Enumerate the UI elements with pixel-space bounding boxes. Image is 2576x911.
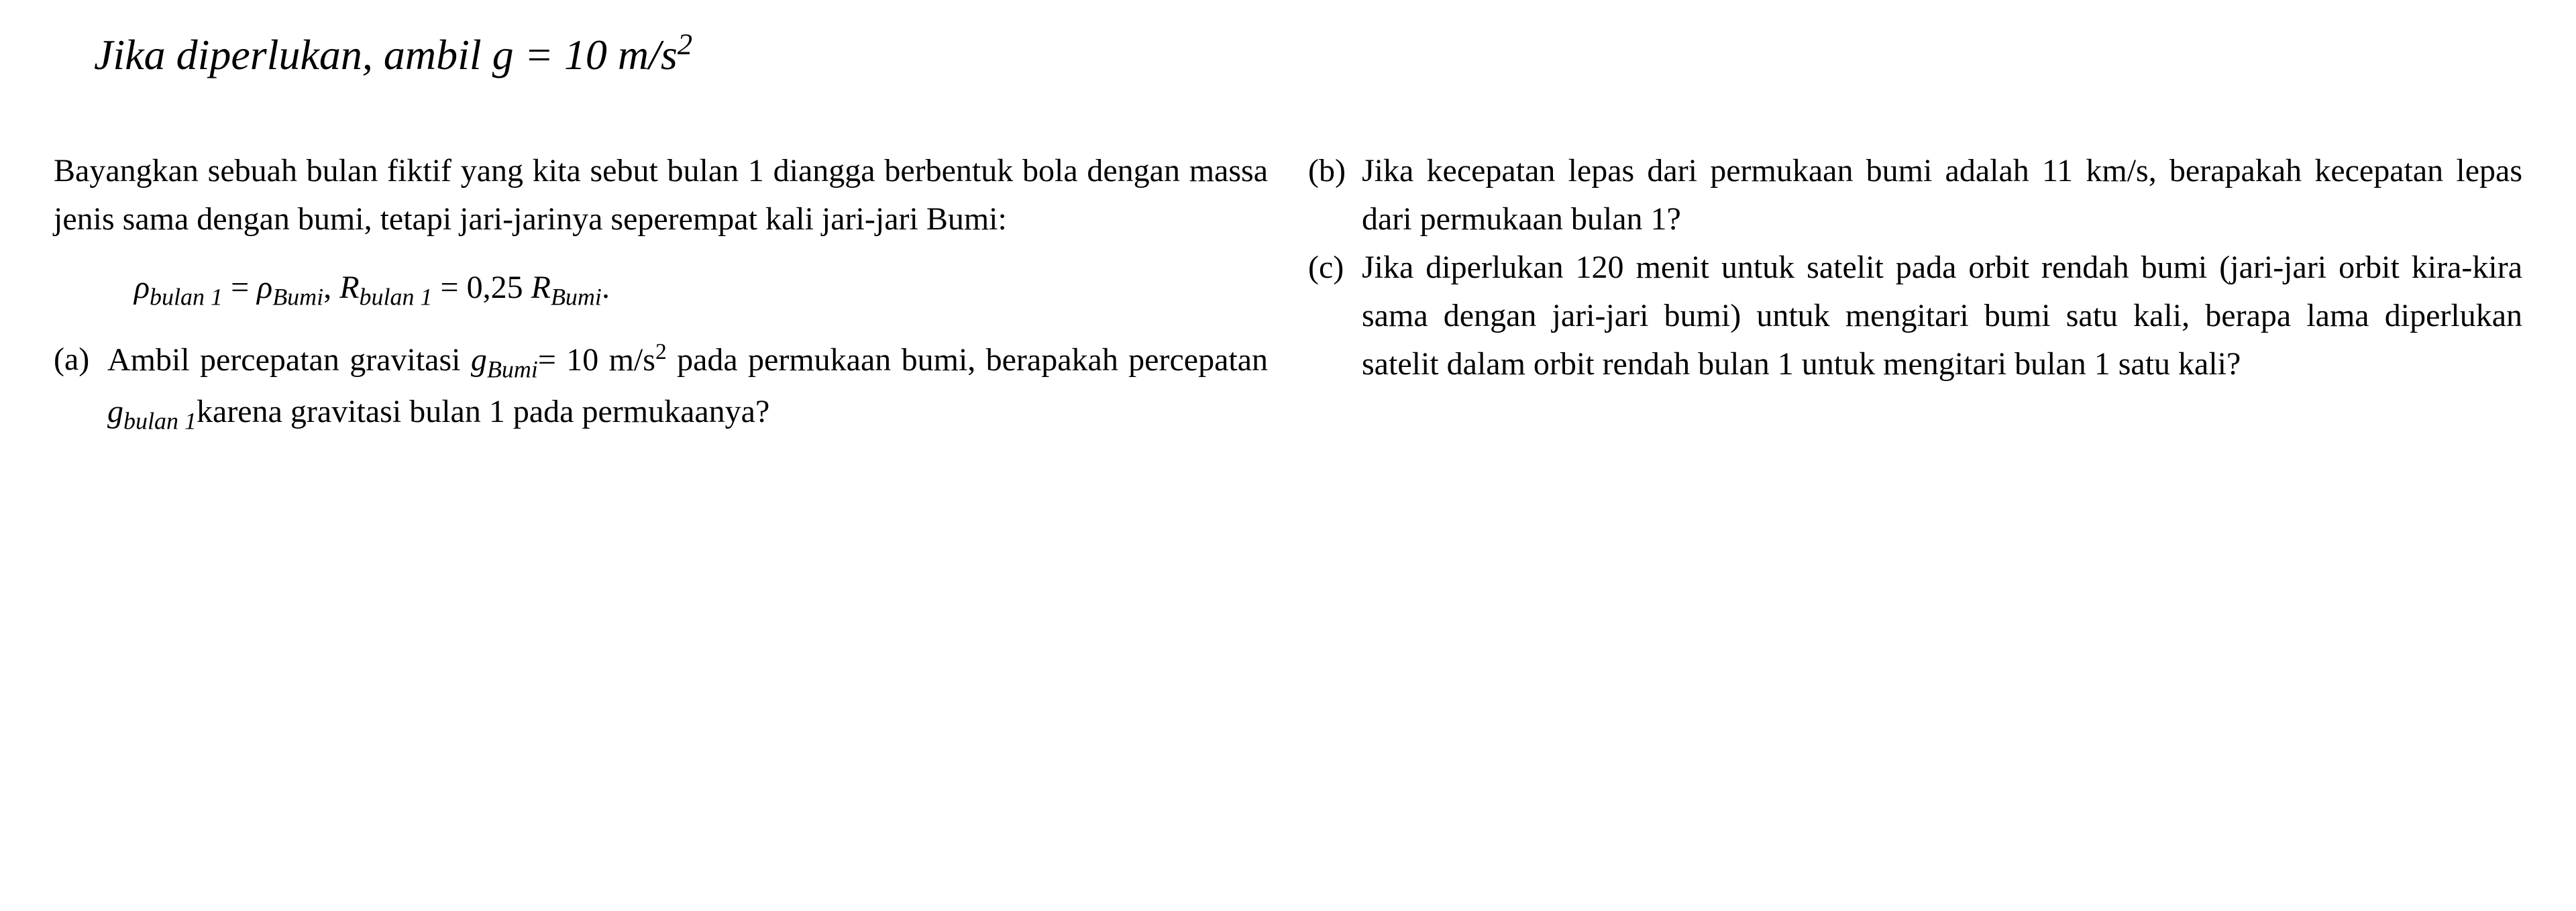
- qa-text-2: = 10 m/s: [538, 342, 655, 378]
- qa-text-4: karena gravitasi bulan 1 pada permukaany…: [197, 394, 769, 429]
- qa-g-sub-bumi: Bumi: [487, 356, 538, 383]
- question-b-label: (b): [1308, 147, 1362, 244]
- question-b-text: Jika kecepatan lepas dari permukaan bumi…: [1362, 147, 2522, 244]
- comma: ,: [323, 270, 339, 305]
- qa-squared: 2: [655, 339, 667, 364]
- rho-symbol: ρ: [134, 270, 150, 305]
- rho-symbol-2: ρ: [257, 270, 272, 305]
- qa-g-var-2: g: [107, 394, 123, 429]
- qa-text-3: pada permukaan bumi, berapakah percepata…: [667, 342, 1268, 378]
- question-c-text: Jika diperlukan 120 menit untuk satelit …: [1362, 244, 2522, 388]
- question-a-text: Ambil percepatan gravitasi gBumi= 10 m/s…: [107, 335, 1268, 439]
- r-symbol: R: [339, 270, 359, 305]
- question-a: (a) Ambil percepatan gravitasi gBumi= 10…: [54, 335, 1268, 439]
- equals-1: =: [223, 270, 257, 305]
- rho-subscript-bumi: Bumi: [272, 284, 323, 311]
- qa-g-var: g: [471, 342, 487, 378]
- r-subscript-bumi: Bumi: [551, 284, 602, 311]
- question-c-label: (c): [1308, 244, 1362, 388]
- r-value: = 0,25: [433, 270, 531, 305]
- rho-subscript-bulan: bulan 1: [150, 284, 223, 311]
- question-b: (b) Jika kecepatan lepas dari permukaan …: [1308, 147, 2522, 244]
- instruction-header: Jika diperlukan, ambil g = 10 m/s2: [54, 27, 2522, 80]
- problem-intro: Bayangkan sebuah bulan fiktif yang kita …: [54, 147, 1268, 244]
- question-a-label: (a): [54, 335, 107, 439]
- r-symbol-2: R: [531, 270, 551, 305]
- content-columns: Bayangkan sebuah bulan fiktif yang kita …: [54, 147, 2522, 439]
- header-text: Jika diperlukan, ambil g = 10 m/s2: [94, 31, 692, 78]
- period: .: [602, 270, 610, 305]
- right-column: (b) Jika kecepatan lepas dari permukaan …: [1308, 147, 2522, 439]
- r-subscript-bulan: bulan 1: [360, 284, 433, 311]
- left-column: Bayangkan sebuah bulan fiktif yang kita …: [54, 147, 1268, 439]
- question-c: (c) Jika diperlukan 120 menit untuk sate…: [1308, 244, 2522, 388]
- formula-line: ρbulan 1 = ρBumi, Rbulan 1 = 0,25 RBumi.: [54, 264, 1268, 315]
- qa-g-sub-bulan: bulan 1: [123, 407, 197, 434]
- qa-text-1: Ambil percepatan gravitasi: [107, 342, 471, 378]
